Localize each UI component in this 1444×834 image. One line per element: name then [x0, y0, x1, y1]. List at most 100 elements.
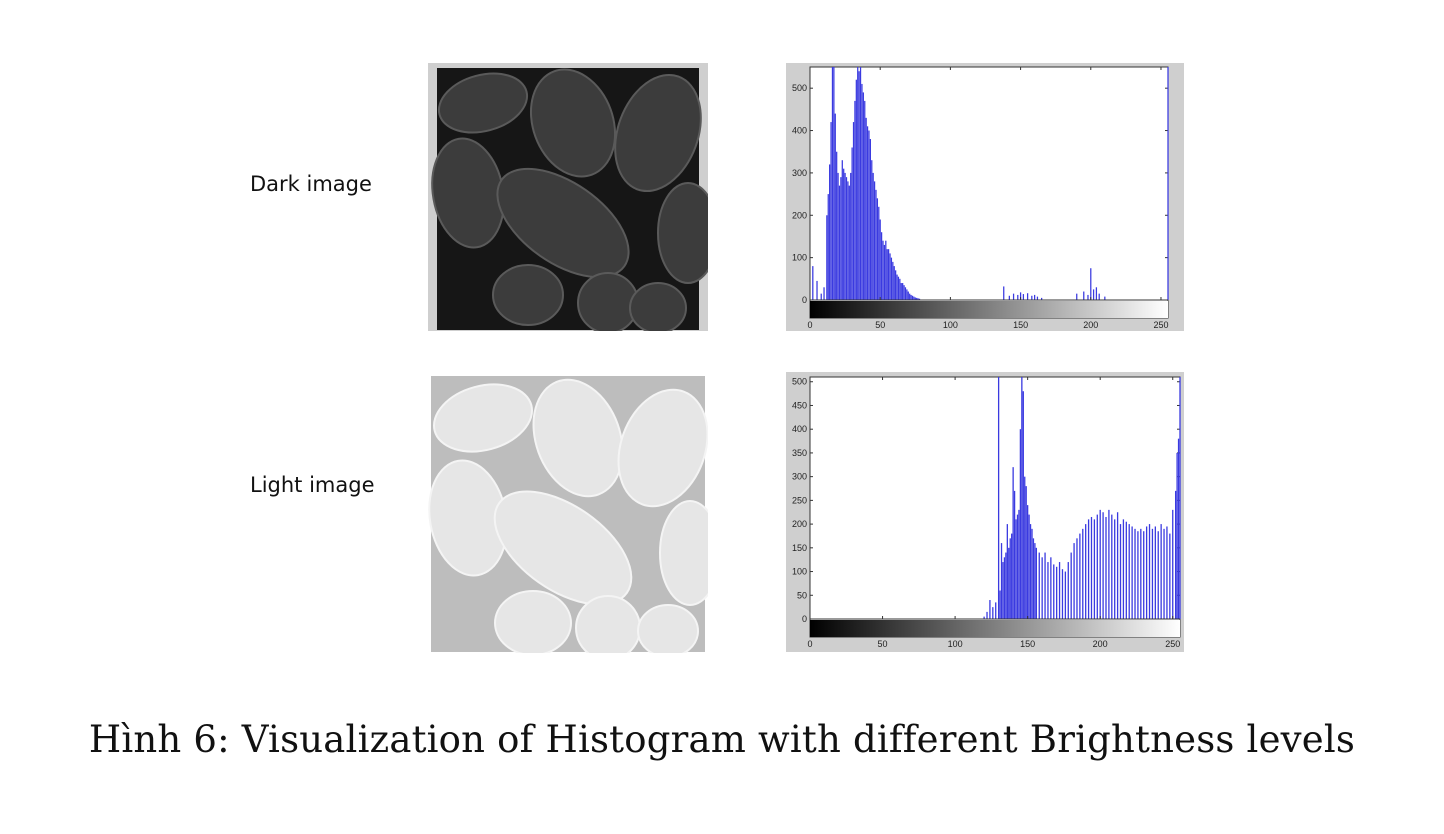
histogram-bar — [1044, 552, 1046, 619]
histogram-bar — [1016, 514, 1019, 619]
y-tick-label: 100 — [792, 253, 807, 263]
histogram-bar — [1021, 377, 1023, 619]
x-tick-label: 100 — [948, 639, 963, 649]
row-label-light: Light image — [250, 473, 375, 497]
histogram-bar — [852, 122, 855, 300]
histogram-bar — [1041, 297, 1043, 300]
histogram-bar — [1167, 67, 1169, 300]
histogram-bar — [829, 164, 831, 300]
y-tick-label: 350 — [792, 448, 807, 458]
histogram-bar — [1108, 509, 1110, 619]
histogram-bar — [868, 130, 870, 300]
histogram-bar — [1022, 294, 1025, 300]
histogram-bar — [900, 283, 902, 300]
plot-area — [809, 376, 1181, 638]
histogram-bar — [879, 219, 881, 300]
histogram-bar — [914, 297, 916, 300]
histogram-bar — [844, 172, 846, 300]
y-tick-label: 400 — [792, 126, 807, 136]
histogram-bar — [872, 172, 874, 300]
histogram-bar — [1098, 293, 1100, 300]
histogram-bar — [1000, 543, 1003, 619]
histogram-bar — [1008, 547, 1010, 619]
light-histogram-plot: 0 50 100 150 200 250 300 350 400 450 500 0 50 100 150 2… — [786, 372, 1184, 652]
histogram-bar — [837, 172, 839, 300]
histogram-bar — [1070, 552, 1072, 619]
histogram-bar — [1090, 268, 1092, 300]
histogram-bar — [1022, 391, 1024, 619]
y-tick-label: 500 — [792, 377, 807, 387]
histogram-bar — [1143, 531, 1145, 619]
histogram-bar — [910, 294, 912, 300]
y-tick-label: 200 — [792, 519, 807, 529]
histogram-bar — [1003, 286, 1005, 300]
histogram-bar — [1026, 505, 1029, 619]
histogram-bar — [1151, 528, 1154, 619]
y-tick-label: 250 — [792, 495, 807, 505]
histogram-bar — [913, 296, 915, 300]
histogram-bar — [1174, 490, 1177, 619]
histogram-bar — [1008, 295, 1010, 300]
histogram-bar — [873, 181, 876, 300]
histogram-bar — [902, 283, 904, 300]
histogram-bar — [1002, 562, 1004, 619]
histogram-bar — [869, 139, 871, 300]
histogram-bar — [1012, 467, 1014, 619]
histogram-bar — [838, 185, 841, 300]
x-tick-label: 150 — [1020, 639, 1035, 649]
histogram-bar — [1058, 562, 1061, 619]
histogram-bar — [836, 151, 838, 300]
row-label-dark: Dark image — [250, 172, 372, 196]
dark-image — [428, 63, 708, 331]
histogram-bar — [890, 257, 893, 300]
histogram-bar — [1019, 429, 1022, 619]
histogram-bar — [1140, 528, 1142, 619]
histogram-bar — [1041, 557, 1043, 619]
histogram-bar — [882, 240, 884, 300]
histogram-bar — [1019, 292, 1022, 300]
histogram-bar — [889, 253, 891, 300]
histogram-bar — [831, 67, 834, 300]
histogram-bar — [845, 177, 848, 300]
y-tick-label: 500 — [792, 83, 807, 93]
y-tick-label: 150 — [792, 543, 807, 553]
x-tick-label: 200 — [1093, 639, 1108, 649]
histogram-bar — [893, 266, 895, 300]
x-tick-label: 250 — [1153, 320, 1168, 330]
histogram-bar — [1079, 533, 1081, 619]
histogram-bar — [1013, 490, 1016, 619]
y-tick-label: 100 — [792, 567, 807, 577]
histogram-bar — [899, 278, 901, 300]
histogram-bar — [1064, 571, 1067, 619]
colorbar — [810, 301, 1168, 318]
histogram-bar — [1125, 521, 1127, 619]
histogram-bar — [1096, 514, 1098, 619]
histogram-bar — [1169, 533, 1171, 619]
histogram-bar — [995, 602, 997, 619]
histogram-bar — [820, 293, 822, 300]
histogram-bar — [1093, 519, 1096, 619]
histogram-bar — [1026, 293, 1029, 300]
histogram-bar — [1029, 524, 1032, 619]
y-tick-label: 0 — [802, 614, 807, 624]
histogram-bar — [854, 100, 856, 301]
histogram-bar — [1095, 287, 1098, 300]
histogram-bar — [1005, 552, 1007, 619]
histogram-bar — [1067, 562, 1069, 619]
histogram-bar — [997, 377, 1000, 619]
histogram-bar — [876, 198, 879, 300]
histogram-bar — [999, 590, 1001, 619]
histogram-bar — [1111, 514, 1113, 619]
histogram-bar — [1015, 519, 1017, 619]
histogram-bar — [1031, 295, 1033, 300]
histogram-bar — [1145, 526, 1148, 619]
histogram-bar — [1134, 528, 1136, 619]
histogram-bar — [1116, 512, 1119, 619]
histogram-bar — [1083, 291, 1085, 300]
histogram-bar — [903, 285, 905, 300]
x-tick-label: 50 — [878, 639, 888, 649]
histogram-bar — [1031, 528, 1033, 619]
y-tick-label: 0 — [802, 295, 807, 305]
histogram-bar — [830, 122, 832, 300]
histogram-bar — [1061, 569, 1064, 619]
